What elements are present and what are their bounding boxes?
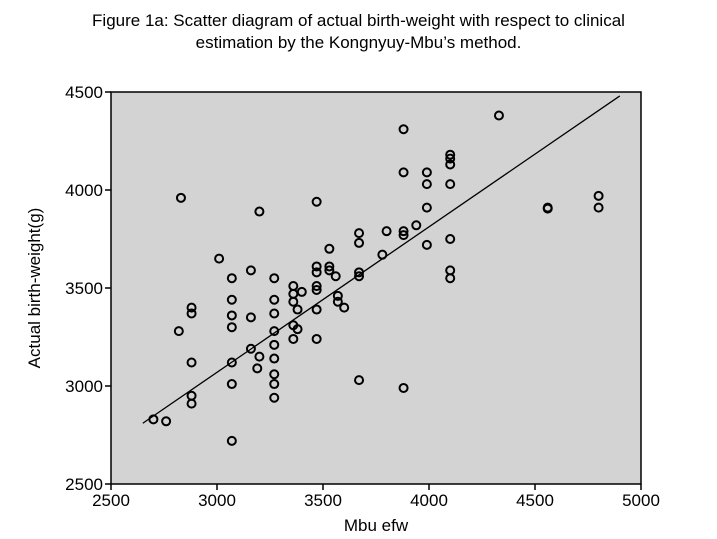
x-tick-label: 2500 [92, 491, 130, 510]
fit-line [142, 95, 621, 424]
y-tick-label: 3000 [65, 377, 103, 396]
data-point [186, 398, 197, 409]
data-point [354, 271, 365, 282]
data-point [175, 192, 186, 203]
data-point [148, 414, 159, 425]
data-point [445, 153, 456, 164]
data-point [226, 357, 237, 368]
data-point [254, 206, 265, 217]
x-tick-label: 4500 [516, 491, 554, 510]
data-point [245, 343, 256, 354]
data-point [354, 228, 365, 239]
data-point [296, 286, 307, 297]
data-point [377, 249, 388, 260]
data-point [421, 167, 432, 178]
data-point [269, 392, 280, 403]
data-point [398, 124, 409, 135]
data-point [245, 265, 256, 276]
data-point [269, 353, 280, 364]
chart-title-line-2: estimation by the Kongnyuy-Mbu’s method. [195, 33, 522, 52]
data-point [252, 363, 263, 374]
data-point [311, 304, 322, 315]
data-point [186, 302, 197, 313]
data-point [226, 294, 237, 305]
data-point [324, 261, 335, 272]
data-point [311, 333, 322, 344]
data-point [493, 110, 504, 121]
data-point [354, 237, 365, 248]
data-point [226, 435, 237, 446]
x-tick-label: 5000 [622, 491, 660, 510]
data-point [542, 203, 553, 214]
data-point [354, 267, 365, 278]
chart-title: Figure 1a: Scatter diagram of actual bir… [0, 10, 717, 54]
x-axis-label: Mbu efw [344, 516, 409, 535]
data-point [311, 267, 322, 278]
data-point [332, 290, 343, 301]
y-tick-label: 3500 [65, 279, 103, 298]
x-tick-label: 3000 [198, 491, 236, 510]
data-point [269, 273, 280, 284]
data-point [186, 357, 197, 368]
plot-area [110, 91, 642, 485]
data-point [292, 324, 303, 335]
data-point [226, 379, 237, 390]
data-point [292, 304, 303, 315]
data-point [339, 302, 350, 313]
data-point [354, 375, 365, 386]
data-point [269, 369, 280, 380]
data-point [245, 312, 256, 323]
data-point [411, 220, 422, 231]
data-point [398, 230, 409, 241]
data-point [324, 243, 335, 254]
data-point [398, 226, 409, 237]
data-point [324, 265, 335, 276]
data-point [173, 326, 184, 337]
data-point [421, 239, 432, 250]
data-point [311, 284, 322, 295]
data-point [311, 196, 322, 207]
data-point [445, 149, 456, 160]
y-axis-label: Actual birth-weight(g) [25, 208, 44, 369]
data-point [311, 281, 322, 292]
data-point [269, 294, 280, 305]
data-point [288, 333, 299, 344]
data-point [398, 382, 409, 393]
x-tick-label: 4000 [410, 491, 448, 510]
data-point [254, 351, 265, 362]
data-point [226, 310, 237, 321]
x-tick-label: 3500 [304, 491, 342, 510]
data-point [421, 202, 432, 213]
data-point [332, 296, 343, 307]
data-point [593, 190, 604, 201]
data-point [445, 179, 456, 190]
data-point [269, 326, 280, 337]
data-point [226, 273, 237, 284]
data-point [214, 253, 225, 264]
y-tick-label: 4500 [65, 83, 103, 102]
data-point [161, 416, 172, 427]
data-point [311, 261, 322, 272]
data-point [269, 379, 280, 390]
data-point [445, 234, 456, 244]
data-point [593, 202, 604, 213]
data-point [330, 271, 341, 282]
data-point [398, 167, 409, 178]
data-point [226, 322, 237, 333]
chart-title-line-1: Figure 1a: Scatter diagram of actual bir… [92, 11, 625, 30]
data-point [269, 308, 280, 319]
data-point [381, 226, 392, 237]
data-point [445, 159, 456, 170]
data-point [288, 296, 299, 307]
data-point [186, 308, 197, 319]
y-tick-label: 2500 [65, 475, 103, 494]
data-point [269, 339, 280, 350]
data-point [445, 273, 456, 284]
y-tick-label: 4000 [65, 181, 103, 200]
data-point [421, 179, 432, 190]
